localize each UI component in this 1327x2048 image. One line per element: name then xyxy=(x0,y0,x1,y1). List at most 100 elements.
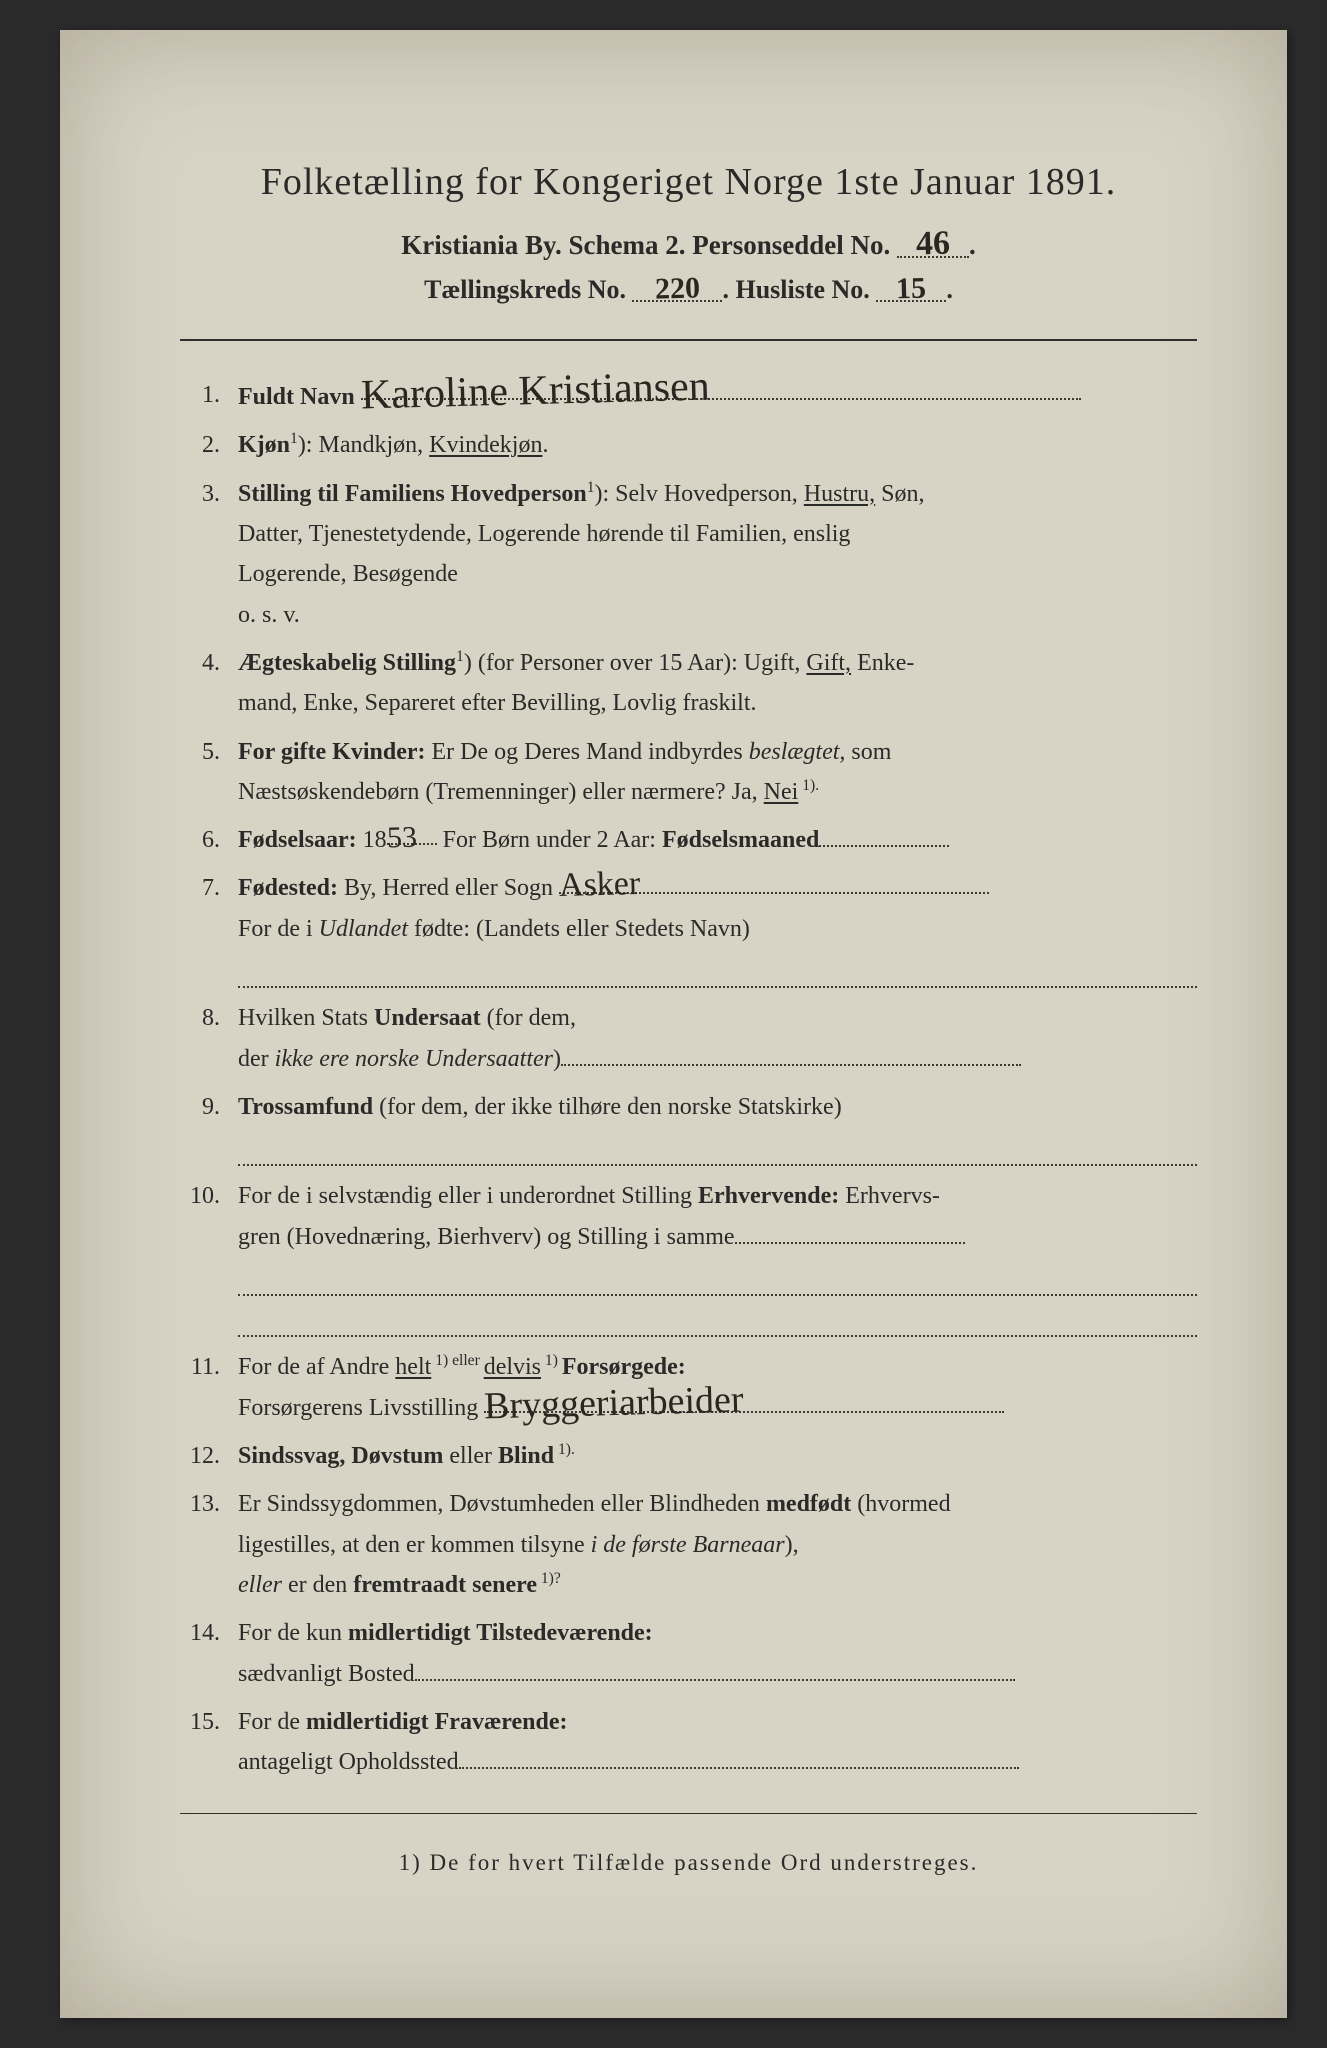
item-10-occupation: 10. For de i selvstændig eller i underor… xyxy=(180,1176,1197,1257)
t: 1) xyxy=(541,1352,562,1369)
t: ) xyxy=(553,1046,561,1072)
item-6-birthyear: 6. Fødselsaar: 1853 For Børn under 2 Aar… xyxy=(180,820,1197,860)
t: Erhvervende: xyxy=(698,1183,839,1209)
t: Næstsøskendebørn (Tremenninger) eller næ… xyxy=(238,779,764,805)
birthyear-slot: 53 xyxy=(387,820,437,845)
item-3-relation: 3. Stilling til Familiens Hovedperson1):… xyxy=(180,474,1197,635)
t: By, Herred eller Sogn xyxy=(338,875,559,901)
sup-1: 1 xyxy=(456,648,464,665)
t: Logerende, Besøgende xyxy=(238,561,458,587)
t: eller xyxy=(443,1443,498,1469)
t: 18 xyxy=(357,827,387,853)
birthmonth-slot xyxy=(819,822,949,847)
item-15-temp-absent: 15. For de midlertidigt Fraværende: anta… xyxy=(180,1702,1197,1783)
t: Forsørgede: xyxy=(562,1354,686,1380)
t: Søn, xyxy=(875,481,924,507)
item-num: 14. xyxy=(180,1613,238,1694)
t: o. s. v. xyxy=(238,602,300,628)
form-title: Folketælling for Kongeriget Norge 1ste J… xyxy=(180,160,1197,204)
husliste-label: Husliste No. xyxy=(735,275,869,304)
personseddel-no-value: 46 xyxy=(916,230,951,258)
item-3-label: Stilling til Familiens Hovedperson xyxy=(238,481,587,507)
item-2-selected: Kvindekjøn xyxy=(429,432,542,458)
t: (for dem, xyxy=(481,1005,576,1031)
t: For de i xyxy=(238,916,319,942)
scan-background: Folketælling for Kongeriget Norge 1ste J… xyxy=(0,0,1327,2048)
t: Enke- xyxy=(851,650,914,676)
t: For de xyxy=(238,1709,306,1735)
t: der xyxy=(238,1046,275,1072)
item-1-name: 1. Fuldt Navn Karoline Kristiansen xyxy=(180,375,1197,417)
t: fremtraadt senere xyxy=(353,1572,537,1598)
t: Er De og Deres Mand indbyrdes xyxy=(426,739,749,765)
item-13-congenital: 13. Er Sindssygdommen, Døvstumheden elle… xyxy=(180,1484,1197,1605)
t: beslægtet, xyxy=(749,739,846,765)
t: ikke ere norske Undersaatter xyxy=(275,1046,553,1072)
usual-residence-slot xyxy=(415,1655,1015,1680)
t: midlertidigt Tilstedeværende: xyxy=(348,1620,653,1646)
item-2-text: ): Mandkjøn, xyxy=(298,432,429,458)
item-num: 1. xyxy=(180,375,238,417)
personseddel-no-slot: 46 xyxy=(897,230,969,258)
blank-line xyxy=(238,1135,1197,1166)
t: ): Selv Hovedperson, xyxy=(595,481,804,507)
divider-top xyxy=(180,339,1197,341)
t: (hvormed xyxy=(851,1491,950,1517)
t: antageligt Opholdssted xyxy=(238,1749,459,1775)
t: ligestilles, at den er kommen tilsyne xyxy=(238,1532,591,1558)
citizenship-slot xyxy=(561,1040,1021,1065)
item-5-label: For gifte Kvinder: xyxy=(238,739,426,765)
item-num: 10. xyxy=(180,1176,238,1257)
t: 1) eller xyxy=(431,1352,483,1369)
item-num: 2. xyxy=(180,425,238,465)
item-num: 8. xyxy=(180,998,238,1079)
t: sædvanligt Bosted xyxy=(238,1661,415,1687)
occupation-slot xyxy=(735,1219,965,1244)
item-5-selected: Nei xyxy=(764,779,799,805)
t: mand, Enke, Separeret efter Bevilling, L… xyxy=(238,690,757,716)
t: Hvilken Stats xyxy=(238,1005,374,1031)
t: For Børn under 2 Aar: xyxy=(437,827,662,853)
t: midlertidigt Fraværende: xyxy=(306,1709,568,1735)
whereabouts-slot xyxy=(459,1744,1019,1769)
item-6-label2: Fødselsmaaned xyxy=(662,827,819,853)
item-6-label: Fødselsaar: xyxy=(238,827,357,853)
t: For de kun xyxy=(238,1620,348,1646)
name-slot: Karoline Kristiansen xyxy=(361,375,1081,400)
item-11-provider: 11. For de af Andre helt 1) eller delvis… xyxy=(180,1347,1197,1428)
t: Forsørgerens Livsstilling xyxy=(238,1395,484,1421)
item-num: 15. xyxy=(180,1702,238,1783)
item-4-selected: Gift, xyxy=(806,650,851,676)
name-value: Karoline Kristiansen xyxy=(360,370,710,413)
item-4-marital: 4. Ægteskabelig Stilling1) (for Personer… xyxy=(180,643,1197,724)
sup-1: 1 xyxy=(290,430,298,447)
item-9-religion: 9. Trossamfund (for dem, der ikke tilhør… xyxy=(180,1087,1197,1127)
t: Er Sindssygdommen, Døvstumheden eller Bl… xyxy=(238,1491,766,1517)
birthplace-slot: Asker xyxy=(559,868,989,893)
item-num: 5. xyxy=(180,732,238,813)
t: Blind xyxy=(498,1443,554,1469)
t: For de af Andre xyxy=(238,1354,395,1380)
item-2-sex: 2. Kjøn1): Mandkjøn, Kvindekjøn. xyxy=(180,425,1197,465)
t: For de i selvstændig eller i underordnet… xyxy=(238,1183,698,1209)
item-num: 12. xyxy=(180,1436,238,1476)
t: Datter, Tjenestetydende, Logerende høren… xyxy=(238,521,850,547)
taellingskreds-label: Tællingskreds No. xyxy=(424,275,626,304)
provider-slot: Bryggeriarbeider xyxy=(484,1388,1004,1413)
item-num: 13. xyxy=(180,1484,238,1605)
t: er den xyxy=(282,1572,353,1598)
item-3-selected: Hustru, xyxy=(804,481,875,507)
birthplace-value: Asker xyxy=(559,870,641,899)
t: gren (Hovednæring, Bierhverv) og Stillin… xyxy=(238,1224,735,1250)
t: helt xyxy=(395,1354,431,1380)
t: 1)? xyxy=(537,1570,561,1587)
item-5-related: 5. For gifte Kvinder: Er De og Deres Man… xyxy=(180,732,1197,813)
form-subtitle-1: Kristiania By. Schema 2. Personseddel No… xyxy=(180,230,1197,261)
t: 1). xyxy=(798,777,819,794)
item-num: 6. xyxy=(180,820,238,860)
t: fødte: (Landets eller Stedets Navn) xyxy=(408,916,750,942)
t: Undersaat xyxy=(374,1005,481,1031)
item-7-birthplace: 7. Fødested: By, Herred eller Sogn Asker… xyxy=(180,868,1197,949)
item-num: 11. xyxy=(180,1347,238,1428)
t: Sindssvag, Døvstum xyxy=(238,1443,443,1469)
